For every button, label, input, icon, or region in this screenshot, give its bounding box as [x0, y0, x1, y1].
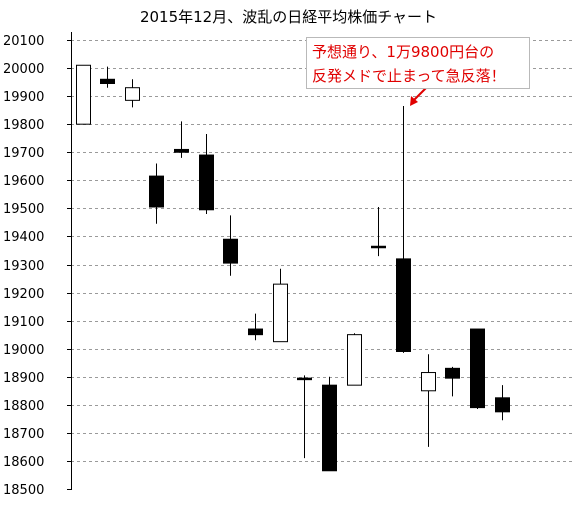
- candle-body-10: [322, 384, 337, 472]
- y-tick-label-8: 19300: [3, 259, 44, 274]
- candle-body-3: [149, 175, 164, 208]
- candle-1: [100, 66, 115, 88]
- y-tick-label-3: 19800: [3, 118, 44, 133]
- y-tick-label-13: 18800: [3, 399, 44, 414]
- candle-body-0: [76, 64, 91, 125]
- candle-5: [199, 134, 214, 214]
- y-tick-label-6: 19500: [3, 202, 44, 217]
- annotation-line-1: 予想通り、1万9800円台の: [312, 43, 495, 61]
- candle-body-1: [100, 78, 115, 84]
- annotation-line-2: 反発メドで止まって急反落！: [312, 67, 506, 85]
- candle-body-4: [174, 148, 189, 153]
- candle-body-6: [223, 238, 238, 264]
- y-tick-label-11: 19000: [3, 343, 44, 358]
- candle-body-17: [495, 397, 510, 413]
- candle-body-16: [470, 328, 485, 409]
- y-tick-label-4: 19700: [3, 146, 44, 161]
- y-tick-label-7: 19400: [3, 230, 44, 245]
- candle-body-7: [248, 328, 263, 336]
- callout-arrow: [410, 86, 428, 106]
- candle-body-9: [297, 377, 312, 381]
- candle-8: [273, 268, 288, 343]
- y-tick-label-0: 20100: [3, 34, 44, 49]
- candle-body-14: [421, 372, 436, 392]
- y-tick-label-12: 18900: [3, 371, 44, 386]
- candle-body-15: [445, 367, 460, 379]
- candle-6: [223, 215, 238, 276]
- candle-11: [347, 333, 362, 386]
- y-axis: 20100 20000 19900 19800 19700 19600 19500 19400…: [3, 32, 72, 498]
- candle-body-8: [273, 283, 288, 343]
- y-tick-label-14: 18700: [3, 427, 44, 442]
- candle-12: [371, 206, 386, 257]
- candle-4: [174, 121, 189, 158]
- candle-10: [322, 376, 337, 472]
- candle-16: [470, 328, 485, 410]
- grid-lines: [67, 40, 575, 490]
- chart-title: 2015年12月、波乱の日経平均株価チャート: [139, 8, 438, 26]
- callout-arrow-head: [410, 96, 418, 106]
- candle-body-12: [371, 245, 386, 249]
- candle-body-11: [347, 334, 362, 386]
- y-tick-label-9: 19200: [3, 287, 44, 302]
- candle-7: [248, 313, 263, 341]
- candle-body-2: [125, 87, 140, 101]
- candle-13: [396, 105, 411, 353]
- annotation-callout: 予想通り、1万9800円台の 反発メドで止まって急反落！: [306, 37, 530, 89]
- candle-14: [421, 354, 436, 447]
- candle-2: [125, 79, 140, 108]
- y-tick-label-2: 19900: [3, 90, 44, 105]
- candles: [76, 64, 510, 472]
- candle-0: [76, 64, 91, 125]
- candle-15: [445, 366, 460, 397]
- callout-arrow-line: [412, 86, 428, 102]
- candle-17: [495, 385, 510, 421]
- y-tick-label-15: 18600: [3, 455, 44, 470]
- candle-body-5: [199, 154, 214, 211]
- candle-body-13: [396, 258, 411, 352]
- y-tick-label-16: 18500: [3, 483, 44, 498]
- y-tick-label-1: 20000: [3, 62, 44, 77]
- candle-3: [149, 163, 164, 224]
- candle-9: [297, 375, 312, 459]
- y-tick-label-5: 19600: [3, 174, 44, 189]
- y-tick-label-10: 19100: [3, 315, 44, 330]
